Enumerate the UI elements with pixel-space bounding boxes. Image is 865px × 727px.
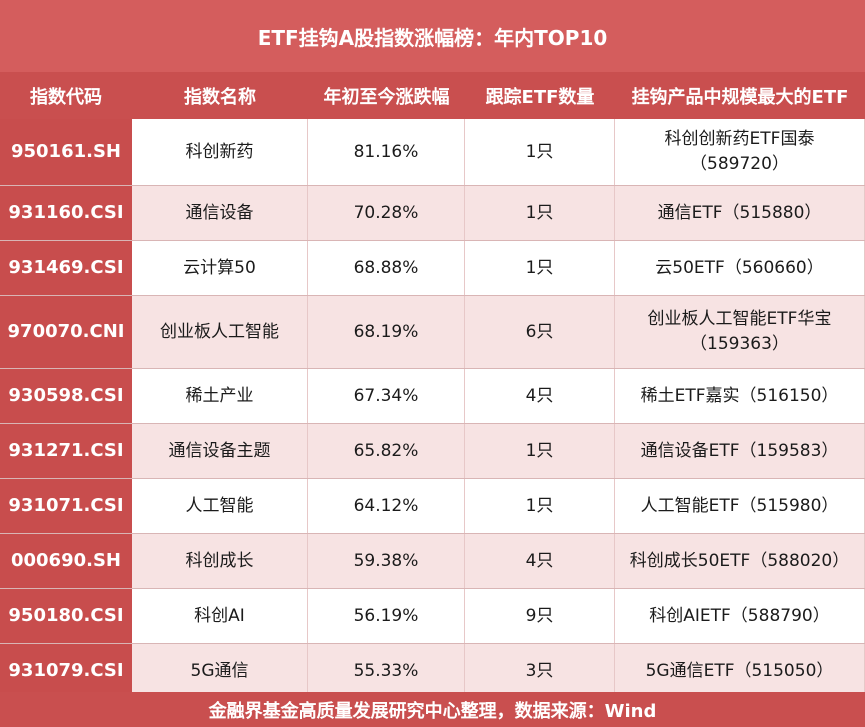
index-name: 5G通信 xyxy=(132,644,308,698)
table-row: 950180.CSI 科创AI 56.19% 9只 科创AIETF（588790… xyxy=(0,589,865,644)
largest-etf: 科创成长50ETF（588020） xyxy=(615,534,865,588)
ytd-change: 67.34% xyxy=(308,369,465,423)
table-row: 931469.CSI 云计算50 68.88% 1只 云50ETF（560660… xyxy=(0,241,865,296)
largest-etf: 稀土ETF嘉实（516150） xyxy=(615,369,865,423)
largest-etf: 5G通信ETF（515050） xyxy=(615,644,865,698)
header-index-name: 指数名称 xyxy=(184,86,256,108)
ytd-change: 65.82% xyxy=(308,424,465,478)
index-code: 931271.CSI xyxy=(0,424,132,478)
etf-count: 6只 xyxy=(465,296,615,368)
index-code: 931160.CSI xyxy=(0,186,132,240)
etf-count: 1只 xyxy=(465,424,615,478)
table-row: 950161.SH 科创新药 81.16% 1只 科创创新药ETF国泰 （589… xyxy=(0,119,865,186)
largest-etf: 通信ETF（515880） xyxy=(615,186,865,240)
index-code: 970070.CNI xyxy=(0,296,132,368)
ytd-change: 70.28% xyxy=(308,186,465,240)
largest-etf: 创业板人工智能ETF华宝 （159363） xyxy=(615,296,865,368)
table-row: 931271.CSI 通信设备主题 65.82% 1只 通信设备ETF（1595… xyxy=(0,424,865,479)
largest-etf: 人工智能ETF（515980） xyxy=(615,479,865,533)
index-code: 000690.SH xyxy=(0,534,132,588)
largest-etf-line1: 创业板人工智能ETF华宝 xyxy=(647,309,832,330)
largest-etf: 科创创新药ETF国泰 （589720） xyxy=(615,119,865,185)
etf-count: 1只 xyxy=(465,479,615,533)
index-name: 云计算50 xyxy=(132,241,308,295)
index-code: 931469.CSI xyxy=(0,241,132,295)
index-name: 科创新药 xyxy=(132,119,308,185)
source-footer: 金融界基金高质量发展研究中心整理，数据来源：Wind xyxy=(0,692,865,727)
index-name: 科创成长 xyxy=(132,534,308,588)
index-code: 950180.CSI xyxy=(0,589,132,643)
header-ytd-change: 年初至今涨跌幅 xyxy=(323,86,450,108)
table-body: 950161.SH 科创新药 81.16% 1只 科创创新药ETF国泰 （589… xyxy=(0,119,865,699)
largest-etf: 通信设备ETF（159583） xyxy=(615,424,865,478)
table-row: 931160.CSI 通信设备 70.28% 1只 通信ETF（515880） xyxy=(0,186,865,241)
index-name: 人工智能 xyxy=(132,479,308,533)
table-row: 931079.CSI 5G通信 55.33% 3只 5G通信ETF（515050… xyxy=(0,644,865,699)
page-title: ETF挂钩A股指数涨幅榜：年内TOP10 xyxy=(0,0,865,72)
etf-count: 4只 xyxy=(465,369,615,423)
index-code: 950161.SH xyxy=(0,119,132,185)
largest-etf-line2: （589720） xyxy=(690,154,789,174)
index-name: 科创AI xyxy=(132,589,308,643)
table-row: 930598.CSI 稀土产业 67.34% 4只 稀土ETF嘉实（516150… xyxy=(0,369,865,424)
ytd-change: 64.12% xyxy=(308,479,465,533)
ytd-change: 81.16% xyxy=(308,119,465,185)
etf-count: 9只 xyxy=(465,589,615,643)
etf-count: 1只 xyxy=(465,186,615,240)
largest-etf: 云50ETF（560660） xyxy=(615,241,865,295)
index-code: 931079.CSI xyxy=(0,644,132,698)
index-name: 稀土产业 xyxy=(132,369,308,423)
ytd-change: 68.88% xyxy=(308,241,465,295)
table-row: 000690.SH 科创成长 59.38% 4只 科创成长50ETF（58802… xyxy=(0,534,865,589)
index-code: 930598.CSI xyxy=(0,369,132,423)
header-index-code: 指数代码 xyxy=(30,86,102,108)
etf-count: 4只 xyxy=(465,534,615,588)
ytd-change: 68.19% xyxy=(308,296,465,368)
header-largest-etf: 挂钩产品中规模最大的ETF xyxy=(631,86,849,108)
largest-etf-line1: 科创创新药ETF国泰 xyxy=(664,129,815,150)
ytd-change: 55.33% xyxy=(308,644,465,698)
largest-etf-line2: （159363） xyxy=(690,334,789,354)
table-row: 931071.CSI 人工智能 64.12% 1只 人工智能ETF（515980… xyxy=(0,479,865,534)
table-row: 970070.CNI 创业板人工智能 68.19% 6只 创业板人工智能ETF华… xyxy=(0,296,865,369)
index-name: 创业板人工智能 xyxy=(132,296,308,368)
index-name: 通信设备 xyxy=(132,186,308,240)
index-code: 931071.CSI xyxy=(0,479,132,533)
etf-count: 3只 xyxy=(465,644,615,698)
etf-count: 1只 xyxy=(465,119,615,185)
header-etf-count: 跟踪ETF数量 xyxy=(485,86,595,108)
ytd-change: 59.38% xyxy=(308,534,465,588)
largest-etf: 科创AIETF（588790） xyxy=(615,589,865,643)
etf-count: 1只 xyxy=(465,241,615,295)
index-name: 通信设备主题 xyxy=(132,424,308,478)
ytd-change: 56.19% xyxy=(308,589,465,643)
table-header: 指数代码 指数名称 年初至今涨跌幅 跟踪ETF数量 挂钩产品中规模最大的ETF xyxy=(0,72,865,119)
